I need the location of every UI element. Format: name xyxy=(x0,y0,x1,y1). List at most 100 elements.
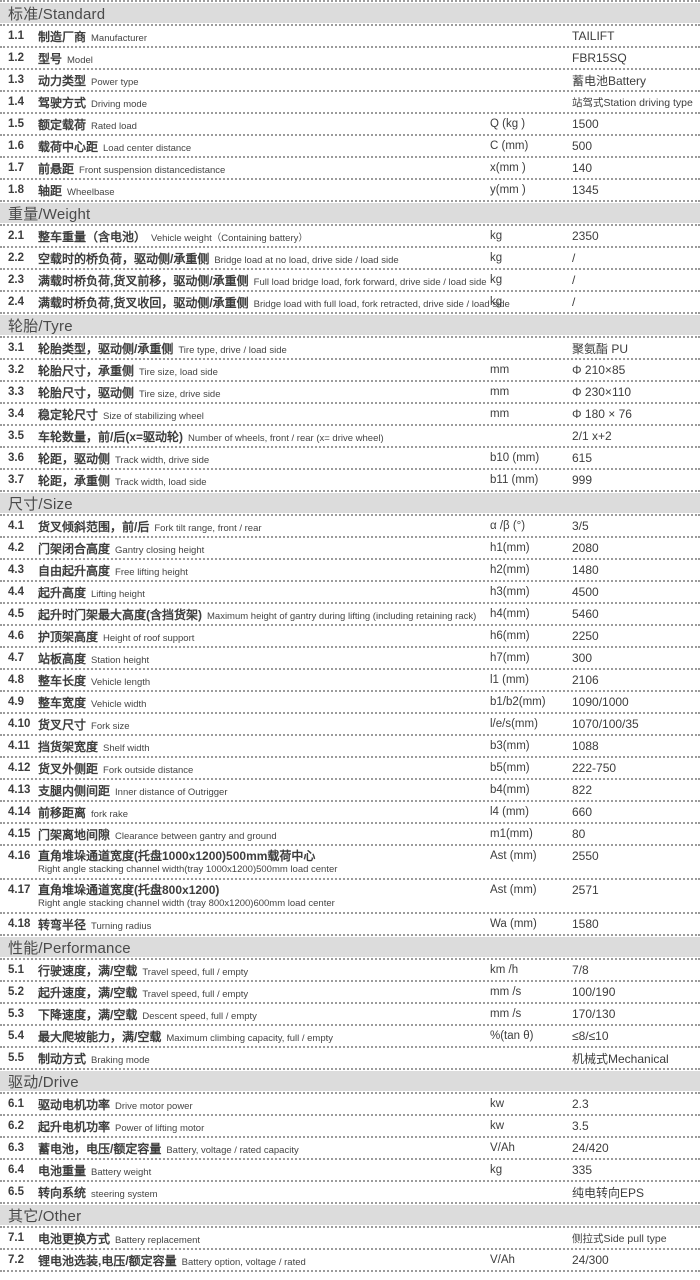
row-unit: y(mm ) xyxy=(490,184,526,196)
row-label: 额定载荷 Rated load xyxy=(38,116,490,133)
row-number: 4.15 xyxy=(8,828,31,840)
row-number: 4.3 xyxy=(8,564,24,576)
spec-row: 6.3 蓄电池，电压/额定容量 Battery, voltage / rated c… xyxy=(0,1138,700,1160)
row-label-en: Load center distance xyxy=(103,142,192,154)
row-label-cn: 轮胎尺寸，驱动侧 xyxy=(38,385,135,400)
row-label-cn: 护顶架高度 xyxy=(38,629,99,644)
row-label-en: Tire type, drive / load side xyxy=(178,344,287,356)
spec-row: 1.8 轴距 Wheelbase y(mm ) 1345 xyxy=(0,180,700,202)
row-value: 300 xyxy=(572,651,593,665)
row-label-cn: 驾驶方式 xyxy=(38,95,87,110)
top-divider xyxy=(0,0,700,2)
row-label: 动力类型 Power type xyxy=(38,72,490,89)
row-value: 1580 xyxy=(572,917,599,931)
row-unit: Q (kg ) xyxy=(490,118,526,130)
row-number: 3.5 xyxy=(8,430,24,442)
row-value: 侧拉式Side pull type xyxy=(572,1232,667,1245)
row-number: 3.2 xyxy=(8,364,24,376)
row-number: 3.3 xyxy=(8,386,24,398)
row-number: 4.1 xyxy=(8,520,24,532)
spec-row: 4.13 支腿内侧间距 Inner distance of Outrigger b4(… xyxy=(0,780,700,802)
row-label-en: Shelf width xyxy=(103,742,150,754)
row-label-en: Power type xyxy=(91,76,139,88)
row-value: 100/190 xyxy=(572,985,616,999)
row-label-en: Station height xyxy=(91,654,150,666)
row-label-en: Power of lifting motor xyxy=(115,1122,205,1134)
row-number: 2.4 xyxy=(8,296,24,308)
row-value: 聚氨酯 PU xyxy=(572,341,629,356)
section-header: 性能/Performance xyxy=(0,937,700,957)
row-label: 满载时桥负荷,货叉收回，驱动侧/承重侧 Bridge load with full… xyxy=(38,294,510,311)
spec-row: 4.3 自由起升高度 Free lifting height h2(mm) 1480 xyxy=(0,560,700,582)
row-label-cn: 货叉外侧距 xyxy=(38,761,99,776)
row-unit: C (mm) xyxy=(490,140,529,152)
row-label: 轮距，驱动侧 Track width, drive side xyxy=(38,450,490,467)
row-label-en: Descent speed, full / empty xyxy=(142,1010,257,1022)
row-value: FBR15SQ xyxy=(572,51,627,65)
row-label-en: Tire size, load side xyxy=(139,366,218,378)
row-unit: kg xyxy=(490,252,503,264)
row-number: 4.9 xyxy=(8,696,24,708)
row-label: 制动方式 Braking mode xyxy=(38,1050,490,1067)
spec-row: 5.4 最大爬坡能力，满/空载 Maximum climbing capacity,… xyxy=(0,1026,700,1048)
row-number: 4.14 xyxy=(8,806,31,818)
row-value: 站驾式Station driving type xyxy=(572,96,693,109)
spec-row: 5.5 制动方式 Braking mode 机械式Mechanical xyxy=(0,1048,700,1070)
row-label-en: Vehicle width xyxy=(91,698,147,710)
row-label-en: steering system xyxy=(91,1188,158,1200)
row-label-cn: 门架离地间隙 xyxy=(38,827,111,842)
row-unit: mm xyxy=(490,386,510,398)
row-value: 999 xyxy=(572,473,593,487)
row-value: 3/5 xyxy=(572,519,589,533)
spec-row: 3.5 车轮数量，前/后(x=驱动轮) Number of wheels, fron… xyxy=(0,426,700,448)
row-label: 驱动电机功率 Drive motor power xyxy=(38,1096,490,1113)
section-divider xyxy=(0,1226,700,1228)
row-value: 24/300 xyxy=(572,1253,609,1267)
row-value: 7/8 xyxy=(572,963,589,977)
row-label-en: Model xyxy=(67,54,93,66)
row-label-cn: 轮距，驱动侧 xyxy=(38,451,111,466)
spec-row: 4.2 门架闭合高度 Gantry closing height h1(mm) 2080 xyxy=(0,538,700,560)
spec-row: 4.7 站板高度 Station height h7(mm) 300 xyxy=(0,648,700,670)
row-label-cn: 前悬距 xyxy=(38,161,75,176)
row-label: 蓄电池，电压/额定容量 Battery, voltage / rated capa… xyxy=(38,1140,490,1157)
row-value: 4500 xyxy=(572,585,599,599)
row-label: 起升时门架最大高度(含挡货架) Maximum height of gantry … xyxy=(38,606,490,623)
row-label-en: Bridge load with full load, fork retract… xyxy=(253,298,510,310)
row-label-cn: 制造厂商 xyxy=(38,29,87,44)
row-label-cn: 动力类型 xyxy=(38,73,87,88)
spec-row: 3.2 轮胎尺寸，承重侧 Tire size, load side mm Φ 210×8… xyxy=(0,360,700,382)
row-label-en: Track width, load side xyxy=(115,476,207,488)
row-label-en: fork rake xyxy=(91,808,128,820)
section-header: 其它/Other xyxy=(0,1205,700,1225)
row-value: 2.3 xyxy=(572,1097,589,1111)
row-label: 整车宽度 Vehicle width xyxy=(38,694,490,711)
row-label-cn: 行驶速度，满/空载 xyxy=(38,963,138,978)
row-value: 蓄电池Battery xyxy=(572,73,647,88)
row-label-en: Gantry closing height xyxy=(115,544,205,556)
row-label-en: Travel speed, full / empty xyxy=(142,966,249,978)
row-label-cn: 挡货架宽度 xyxy=(38,739,99,754)
section-header: 重量/Weight xyxy=(0,203,700,223)
spec-row: 3.7 轮距，承重侧 Track width, load side b11 (mm) 9… xyxy=(0,470,700,492)
row-number: 6.2 xyxy=(8,1120,24,1132)
row-label: 型号 Model xyxy=(38,50,490,67)
row-number: 4.5 xyxy=(8,608,24,620)
row-value: 140 xyxy=(572,161,593,175)
row-label: 起升高度 Lifting height xyxy=(38,584,490,601)
row-number: 3.4 xyxy=(8,408,24,420)
row-value: 1345 xyxy=(572,183,599,197)
spec-row: 2.2 空载时的桥负荷，驱动侧/承重侧 Bridge load at no load… xyxy=(0,248,700,270)
spec-row: 4.18 转弯半径 Turning radius Wa (mm) 1580 xyxy=(0,914,700,936)
row-unit: kg xyxy=(490,1164,503,1176)
spec-row: 3.3 轮胎尺寸，驱动侧 Tire size, drive side mm Φ 230×… xyxy=(0,382,700,404)
row-unit: b10 (mm) xyxy=(490,452,540,464)
row-unit: kg xyxy=(490,230,503,242)
row-number: 6.4 xyxy=(8,1164,24,1176)
row-label-cn: 载荷中心距 xyxy=(38,139,99,154)
row-label-en: Inner distance of Outrigger xyxy=(115,786,228,798)
spec-row: 4.14 前移距离 fork rake l4 (mm) 660 xyxy=(0,802,700,824)
row-label-en: Bridge load at no load, drive side / loa… xyxy=(214,254,399,266)
row-value: / xyxy=(572,251,576,265)
